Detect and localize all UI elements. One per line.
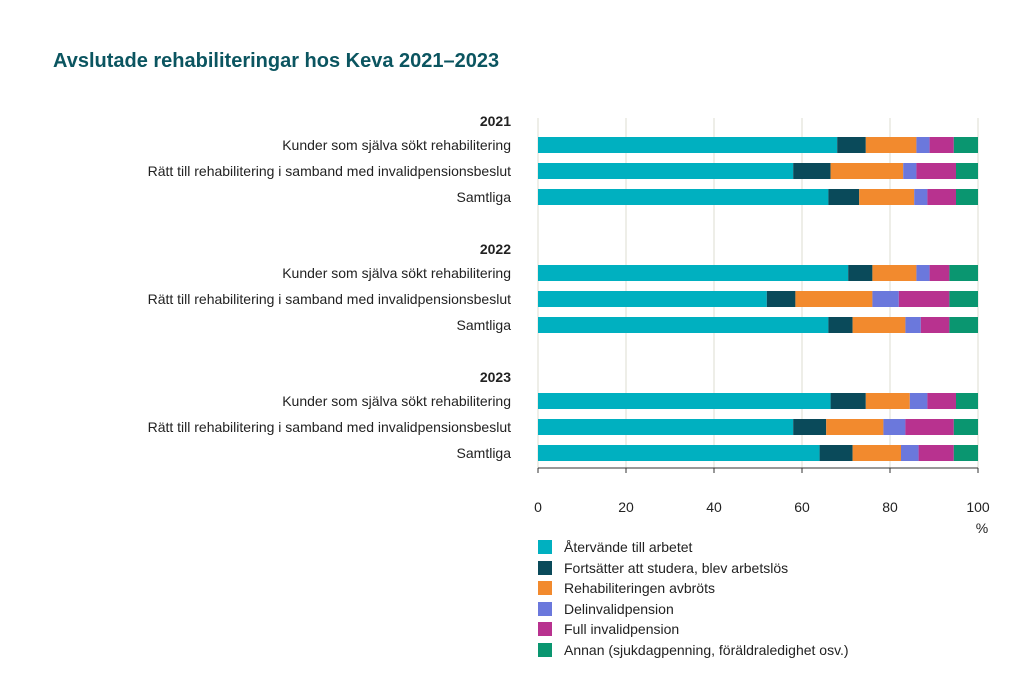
legend-item: Full invalidpension (538, 619, 849, 640)
bar-segment (901, 445, 919, 461)
bar-segment (826, 419, 884, 435)
legend-item: Delinvalidpension (538, 599, 849, 620)
bar-segment (538, 265, 849, 281)
bar-segment (956, 189, 978, 205)
bar-segment (828, 189, 860, 205)
bar-segment (538, 419, 794, 435)
legend-swatch (538, 560, 552, 575)
bar-segment (793, 163, 831, 179)
bar-segment (538, 163, 794, 179)
legend-item: Annan (sjukdagpenning, föräldraledighet … (538, 640, 849, 661)
bar-segment (903, 163, 917, 179)
legend-swatch (538, 601, 552, 616)
bar-segment (793, 419, 827, 435)
x-tick-label: 100 (966, 499, 990, 515)
bar-segment (872, 265, 917, 281)
bar-segment (830, 163, 904, 179)
bar-label: Kunder som själva sökt rehabilitering (282, 393, 511, 409)
group-label: 2021 (480, 113, 511, 129)
legend-label: Delinvalidpension (564, 600, 674, 617)
bar-label: Kunder som själva sökt rehabilitering (282, 137, 511, 153)
bar-segment (916, 137, 930, 153)
bar-segment (865, 393, 910, 409)
bar-segment (538, 189, 829, 205)
legend-label: Annan (sjukdagpenning, föräldraledighet … (564, 641, 849, 658)
bar-segment (859, 189, 915, 205)
bar-segment (538, 393, 831, 409)
bar-label: Samtliga (457, 445, 512, 461)
legend-label: Återvände till arbetet (564, 539, 693, 556)
legend-label: Rehabiliteringen avbröts (564, 580, 715, 597)
legend-label: Full invalidpension (564, 621, 680, 638)
bar-segment (927, 189, 956, 205)
chart-title: Avslutade rehabiliteringar hos Keva 2021… (53, 50, 500, 72)
bar-segment (905, 317, 921, 333)
bar-label: Rätt till rehabilitering i samband med i… (148, 163, 512, 179)
bar-segment (898, 291, 950, 307)
bar-segment (538, 137, 838, 153)
bar-segment (830, 393, 866, 409)
bar-segment (920, 317, 950, 333)
bar-segment (916, 265, 930, 281)
bar-segment (916, 163, 956, 179)
bar-segment (538, 291, 767, 307)
bar-segment (953, 445, 978, 461)
bar-segment (848, 265, 873, 281)
bar-segment (852, 445, 901, 461)
bar-label: Rätt till rehabilitering i samband med i… (148, 419, 512, 435)
legend-item: Rehabiliteringen avbröts (538, 578, 849, 599)
bar-segment (883, 419, 906, 435)
bar-segment (918, 445, 954, 461)
legend: Återvände till arbetet Fortsätter att stu… (538, 537, 849, 660)
x-tick-label: 0 (534, 499, 542, 515)
bar-segment (956, 393, 978, 409)
legend-swatch (538, 540, 552, 555)
legend-item: Fortsätter att studera, blev arbetslös (538, 558, 849, 579)
bar-segment (905, 419, 954, 435)
bar-label: Samtliga (457, 317, 512, 333)
bar-label: Samtliga (457, 189, 512, 205)
group-label: 2022 (480, 241, 511, 257)
bar-segment (837, 137, 866, 153)
x-axis-unit-label: % (976, 520, 988, 536)
bar-label: Kunder som själva sökt rehabilitering (282, 265, 511, 281)
x-tick-label: 60 (794, 499, 810, 515)
legend-swatch (538, 642, 552, 657)
bar-segment (819, 445, 853, 461)
bar-segment (538, 445, 820, 461)
legend-swatch (538, 622, 552, 637)
bar-segment (953, 137, 978, 153)
stacked-bar-chart: 0 20 40 60 80 100% 2021 Kunder som själva sökt … (148, 113, 990, 536)
legend-label: Fortsätter att studera, blev arbetslös (564, 559, 789, 576)
x-tick-label: 20 (618, 499, 634, 515)
x-tick-label: 80 (882, 499, 898, 515)
bar-segment (949, 265, 978, 281)
bar-segment (927, 393, 956, 409)
bar-segment (956, 163, 978, 179)
bar-segment (949, 291, 978, 307)
bar-segment (538, 317, 829, 333)
bar-segment (852, 317, 906, 333)
bar-segment (795, 291, 873, 307)
legend-item: Återvände till arbetet (538, 537, 849, 558)
x-tick-label: 40 (706, 499, 722, 515)
bar-segment (865, 137, 917, 153)
bar-segment (929, 137, 954, 153)
bar-segment (828, 317, 853, 333)
bar-segment (914, 189, 928, 205)
bar-segment (929, 265, 950, 281)
bar-segment (872, 291, 899, 307)
bar-segment (766, 291, 796, 307)
bar-segment (909, 393, 928, 409)
legend-swatch (538, 581, 552, 596)
bar-segment (949, 317, 978, 333)
bar-label: Rätt till rehabilitering i samband med i… (148, 291, 512, 307)
bar-segment (953, 419, 978, 435)
group-label: 2023 (480, 369, 511, 385)
